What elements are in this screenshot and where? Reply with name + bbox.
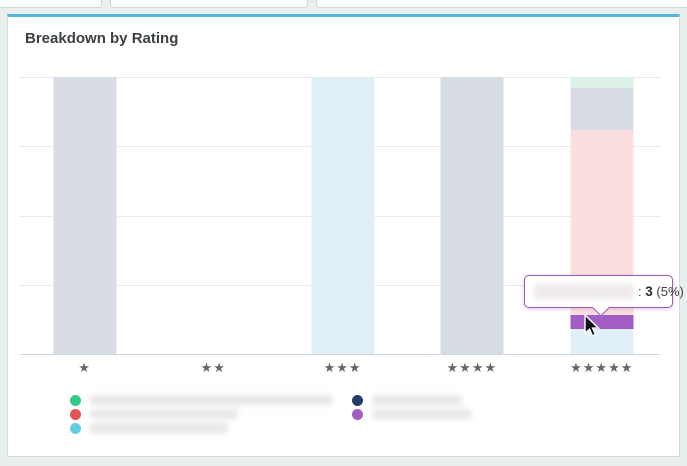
legend-item[interactable] [70,393,333,407]
bar-4-star[interactable] [440,77,504,354]
bar-segment[interactable] [311,77,375,354]
bar-segment[interactable] [570,329,634,354]
legend-dot [70,422,81,434]
bar-segment[interactable] [440,77,504,354]
redacted-tooltip-label [534,284,634,299]
top-cropped-control-3[interactable] [316,0,687,8]
bar-3-star[interactable] [311,77,375,354]
bar-1-star[interactable] [53,77,117,354]
top-cropped-control-2[interactable] [110,0,308,8]
redacted-legend-label [90,423,228,433]
x-label-3-star: ★★★ [323,361,362,376]
legend-column-1 [70,393,333,435]
legend-item[interactable] [352,393,472,407]
breakdown-by-rating-card: Breakdown by Rating ★ ★★ ★★★ ★★★★ ★★★★★ : 3 … [7,14,684,457]
chart-tooltip: : 3 (5%) [524,275,684,317]
legend-item[interactable] [70,407,333,421]
top-cropped-control-1[interactable] [0,0,102,8]
bar-segment[interactable] [570,77,634,89]
x-label-2-star: ★★ [200,361,226,376]
bar-segment[interactable] [570,88,634,130]
legend-item[interactable] [70,421,333,435]
legend-dot [70,394,81,406]
bar-2-star[interactable] [182,77,245,354]
rating-chart[interactable]: ★ ★★ ★★★ ★★★★ ★★★★★ [20,77,660,376]
legend-dot [352,394,363,406]
legend-dot [352,408,363,420]
redacted-legend-label [372,409,472,419]
bar-segment[interactable] [53,77,117,354]
legend-column-2 [352,393,472,421]
redacted-legend-label [90,395,333,405]
chart-legend [8,393,679,443]
x-axis-line [20,354,660,355]
x-axis-labels: ★ ★★ ★★★ ★★★★ ★★★★★ [20,354,660,380]
card-title: Breakdown by Rating [25,30,179,47]
x-label-5-star: ★★★★★ [570,361,634,376]
redacted-legend-label [90,409,238,419]
legend-item[interactable] [352,407,472,421]
mouse-cursor [584,314,601,337]
legend-dot [70,408,81,420]
x-label-1-star: ★ [78,361,91,376]
redacted-legend-label [372,395,462,405]
tooltip-value-text: : 3 (5%) [638,284,684,299]
x-label-4-star: ★★★★ [446,361,498,376]
